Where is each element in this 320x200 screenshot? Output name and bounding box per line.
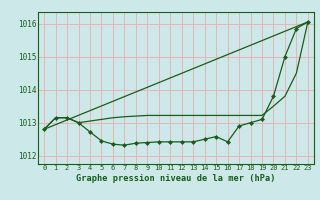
X-axis label: Graphe pression niveau de la mer (hPa): Graphe pression niveau de la mer (hPa)	[76, 174, 276, 183]
